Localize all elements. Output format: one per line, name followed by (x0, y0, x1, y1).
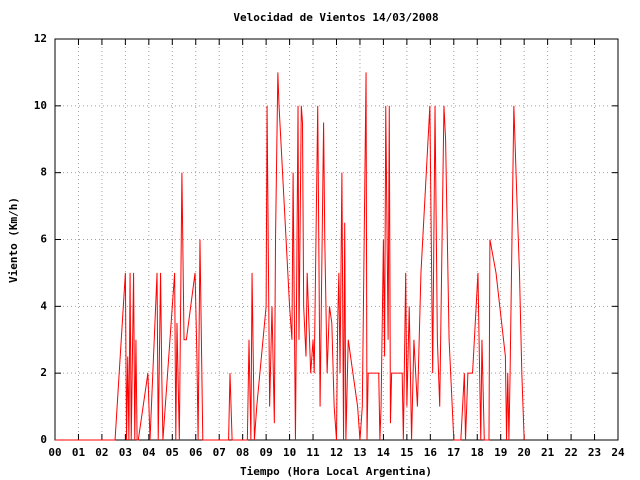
x-tick-label: 17 (447, 446, 460, 459)
x-tick-label: 11 (306, 446, 320, 459)
x-tick-label: 00 (48, 446, 61, 459)
y-tick-label: 12 (34, 32, 47, 45)
x-tick-label: 10 (283, 446, 296, 459)
x-tick-label: 21 (541, 446, 555, 459)
x-tick-label: 22 (564, 446, 577, 459)
x-tick-label: 09 (260, 446, 273, 459)
x-tick-label: 04 (142, 446, 156, 459)
y-axis-label: Viento (Km/h) (7, 197, 20, 283)
x-tick-label: 16 (424, 446, 438, 459)
x-tick-label: 05 (166, 446, 179, 459)
x-tick-label: 19 (494, 446, 507, 459)
chart-title: Velocidad de Vientos 14/03/2008 (233, 11, 438, 24)
data-line (55, 72, 525, 441)
y-tick-label: 0 (40, 433, 47, 446)
x-tick-label: 01 (72, 446, 86, 459)
y-tick-label: 2 (40, 366, 47, 379)
x-tick-label: 18 (471, 446, 484, 459)
x-tick-label: 12 (330, 446, 343, 459)
x-tick-label: 03 (119, 446, 132, 459)
x-tick-label: 20 (518, 446, 531, 459)
y-tick-label: 8 (40, 166, 47, 179)
x-tick-label: 13 (353, 446, 366, 459)
x-tick-label: 23 (588, 446, 601, 459)
x-tick-label: 02 (95, 446, 108, 459)
x-axis-label: Tiempo (Hora Local Argentina) (240, 465, 432, 478)
x-tick-label: 06 (189, 446, 203, 459)
y-tick-label: 6 (40, 233, 47, 246)
x-tick-label: 14 (377, 446, 391, 459)
x-tick-label: 07 (213, 446, 226, 459)
x-tick-label: 08 (236, 446, 249, 459)
x-tick-label: 15 (400, 446, 413, 459)
y-tick-label: 10 (34, 99, 47, 112)
x-tick-label: 24 (611, 446, 625, 459)
y-tick-label: 4 (40, 299, 47, 312)
